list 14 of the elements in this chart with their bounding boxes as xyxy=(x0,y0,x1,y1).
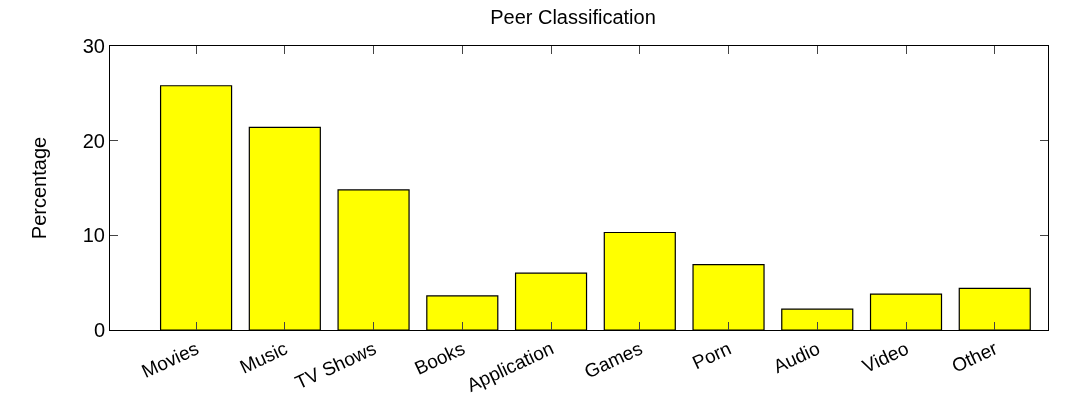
x-tick-label: Porn xyxy=(688,337,735,374)
x-tick-label: Books xyxy=(411,337,469,379)
x-tick-label: Other xyxy=(948,337,1002,377)
chart-title: Peer Classification xyxy=(490,6,656,29)
y-tick-label: 0 xyxy=(93,319,105,341)
x-tick-label: Audio xyxy=(770,337,823,378)
y-tick-label: 30 xyxy=(82,35,105,57)
y-tick-label: 20 xyxy=(82,129,105,152)
x-tick-label: Video xyxy=(859,337,912,377)
x-tick-label: TV Shows xyxy=(291,337,380,394)
x-tick-label: Games xyxy=(581,337,646,383)
y-tick-label: 10 xyxy=(82,224,105,247)
x-tick-label: Music xyxy=(236,337,291,378)
y-axis-title: Percentage xyxy=(28,136,51,240)
